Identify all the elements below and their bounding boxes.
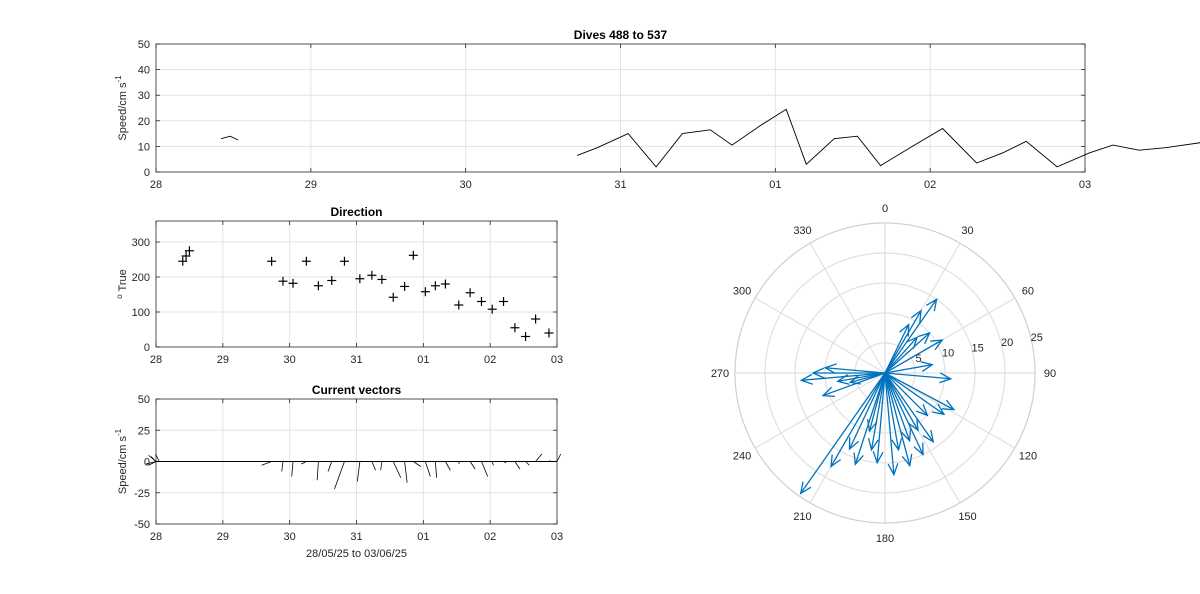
vectors-axes: 28 29 30 31 01 02 03 -50 -25 0 25 50 Current vectors… [114, 383, 563, 560]
speed-xtick-label: 01 [769, 179, 781, 191]
speed-ytick-label: 10 [138, 141, 150, 153]
polar-theta-label: 30 [961, 225, 973, 237]
vectors-stick [151, 457, 156, 462]
polar-r-label: 15 [972, 342, 984, 354]
vectors-xlabel: 28/05/25 to 03/06/25 [306, 548, 407, 560]
speed-ylabel-text: Speed/cm s [117, 82, 129, 141]
direction-xtick-label: 31 [350, 354, 362, 366]
vectors-ytick-label: -25 [134, 488, 150, 500]
speed-xtick-label: 03 [1079, 179, 1091, 191]
direction-xtick-label: 03 [551, 354, 563, 366]
vectors-xtick-label: 29 [217, 531, 229, 543]
direction-ytick-label: 300 [132, 237, 150, 249]
polar-vector [885, 299, 937, 373]
polar-vector-head [911, 311, 921, 323]
polar-r-label: 10 [942, 348, 954, 360]
polar-vector [885, 373, 933, 442]
vectors-ytick-label: 25 [138, 425, 150, 437]
vectors-ylabel: Speed/cm s-1 [114, 428, 129, 494]
polar-vector-shaft [885, 333, 930, 373]
speed-ytick-label: 20 [138, 116, 150, 128]
speed-ytick-label: 0 [144, 167, 150, 179]
speed-ytick-label: 30 [138, 90, 150, 102]
vectors-title: Current vectors [312, 383, 402, 397]
direction-ylabel-text: True [117, 269, 129, 294]
polar-vector-shaft [885, 373, 910, 441]
direction-ylabel: o True [115, 269, 129, 299]
vectors-xtick-label: 01 [417, 531, 429, 543]
polar-theta-label: 210 [793, 511, 811, 523]
vectors-stick [557, 454, 561, 462]
polar-r-label: 25 [1031, 332, 1043, 344]
speed-ytick-label: 40 [138, 65, 150, 77]
polar-theta-label: 300 [733, 286, 751, 298]
polar-vector-shaft [885, 299, 937, 373]
polar-vector [801, 373, 885, 493]
speed-xtick-label: 02 [924, 179, 936, 191]
vectors-xtick-label: 02 [484, 531, 496, 543]
direction-axes: 28 29 30 31 01 02 03 0 100 200 300 Direction o True [115, 205, 563, 366]
vectors-ytick-label: 50 [138, 394, 150, 406]
vectors-xtick-label: 03 [551, 531, 563, 543]
polar-theta-label: 150 [958, 511, 976, 523]
polar-theta-label: 0 [882, 203, 888, 215]
direction-xtick-label: 28 [150, 354, 162, 366]
polar-theta-label: 120 [1019, 451, 1037, 463]
direction-xtick-label: 02 [484, 354, 496, 366]
polar-spoke [755, 373, 885, 448]
polar-vector-shaft [801, 373, 885, 493]
polar-theta-label: 330 [793, 225, 811, 237]
vectors-ylabel-sup: -1 [114, 428, 123, 436]
polar-vector [885, 333, 930, 373]
direction-xtick-label: 30 [284, 354, 296, 366]
polar-spoke [810, 243, 885, 373]
direction-ytick-label: 200 [132, 272, 150, 284]
polar-vector-shaft [885, 373, 933, 442]
vectors-xtick-label: 28 [150, 531, 162, 543]
direction-xtick-label: 01 [417, 354, 429, 366]
vectors-ylabel-text: Speed/cm s [117, 436, 129, 495]
polar-spoke [885, 373, 1015, 448]
polar-vector [885, 373, 911, 441]
speed-ylabel-sup: -1 [114, 75, 123, 83]
polar-theta-label: 240 [733, 451, 751, 463]
direction-xtick-label: 29 [217, 354, 229, 366]
polar-vector-head [831, 455, 841, 467]
direction-title: Direction [330, 205, 382, 219]
speed-xtick-label: 31 [614, 179, 626, 191]
vectors-xtick-label: 30 [284, 531, 296, 543]
speed-ytick-label: 50 [138, 39, 150, 51]
vectors-ytick-label: 0 [144, 457, 150, 469]
direction-ytick-label: 0 [144, 342, 150, 354]
polar-spoke [755, 298, 885, 373]
speed-title: Dives 488 to 537 [574, 28, 668, 42]
polar-theta-label: 90 [1044, 368, 1056, 380]
polar-theta-label: 180 [876, 533, 894, 545]
speed-xtick-label: 29 [305, 179, 317, 191]
polar-theta-label: 60 [1022, 286, 1034, 298]
speed-xtick-label: 28 [150, 179, 162, 191]
polar-theta-label: 270 [711, 368, 729, 380]
polar-r-label: 20 [1001, 337, 1013, 349]
direction-ytick-label: 100 [132, 307, 150, 319]
speed-xtick-label: 30 [460, 179, 472, 191]
vectors-xtick-label: 31 [350, 531, 362, 543]
vectors-ytick-label: -50 [134, 519, 150, 531]
speed-axes: 28 29 30 31 01 02 03 0 10 20 30 40 50 Dives 488 to 53… [114, 28, 1200, 191]
speed-ylabel: Speed/cm s-1 [114, 75, 129, 141]
